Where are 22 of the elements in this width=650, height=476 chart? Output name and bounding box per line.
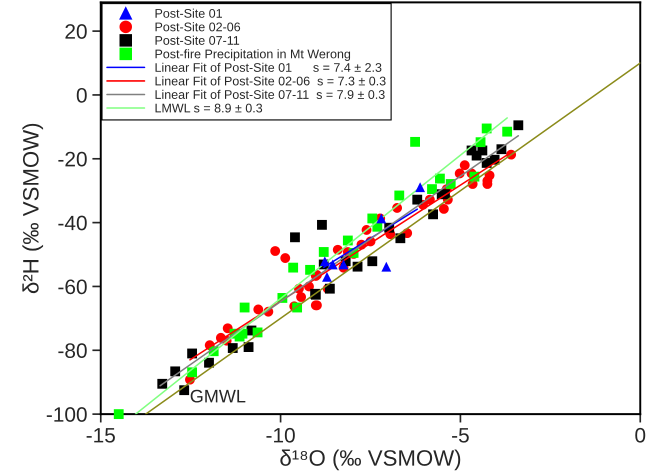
x-tick-label: -15	[86, 428, 115, 443]
annotation: GMWL	[190, 390, 246, 402]
x-tick-label: 0	[635, 428, 646, 443]
y-tick-label: -40	[58, 216, 87, 230]
legend-label: Post-Site 02-06	[156, 22, 240, 32]
legend-label: Linear Fit of Post-Site 01 s = 7.4 ± 2.3	[156, 62, 382, 72]
x-tick-label: -5	[452, 428, 469, 443]
legend-label: LMWL s = 8.9 ± 0.3	[156, 104, 262, 113]
y-axis-title: δ²H (‰ VSMOW)	[22, 124, 44, 294]
y-tick-label: -80	[58, 343, 87, 358]
x-tick-label: -10	[266, 428, 295, 443]
legend-label: Post-Site 07-11	[156, 36, 240, 45]
y-tick-label: -100	[46, 407, 87, 422]
y-tick-label: 20	[65, 24, 87, 39]
legend-label: Linear Fit of Post-Site 02-06 s = 7.3 ± 0.3	[156, 76, 386, 86]
x-axis-title: δ¹⁸O (‰ VSMOW)	[280, 450, 460, 470]
y-tick-label: -20	[58, 152, 87, 167]
legend-label: Post-Site 01	[156, 8, 222, 18]
legend-label: Linear Fit of Post-Site 07-11 s = 7.9 ± 0.3	[156, 90, 385, 99]
legend-label: Post-fire Precipitation in Mt Werong	[156, 49, 350, 61]
y-tick-label: -60	[58, 279, 87, 294]
y-tick-label: 0	[76, 88, 87, 103]
